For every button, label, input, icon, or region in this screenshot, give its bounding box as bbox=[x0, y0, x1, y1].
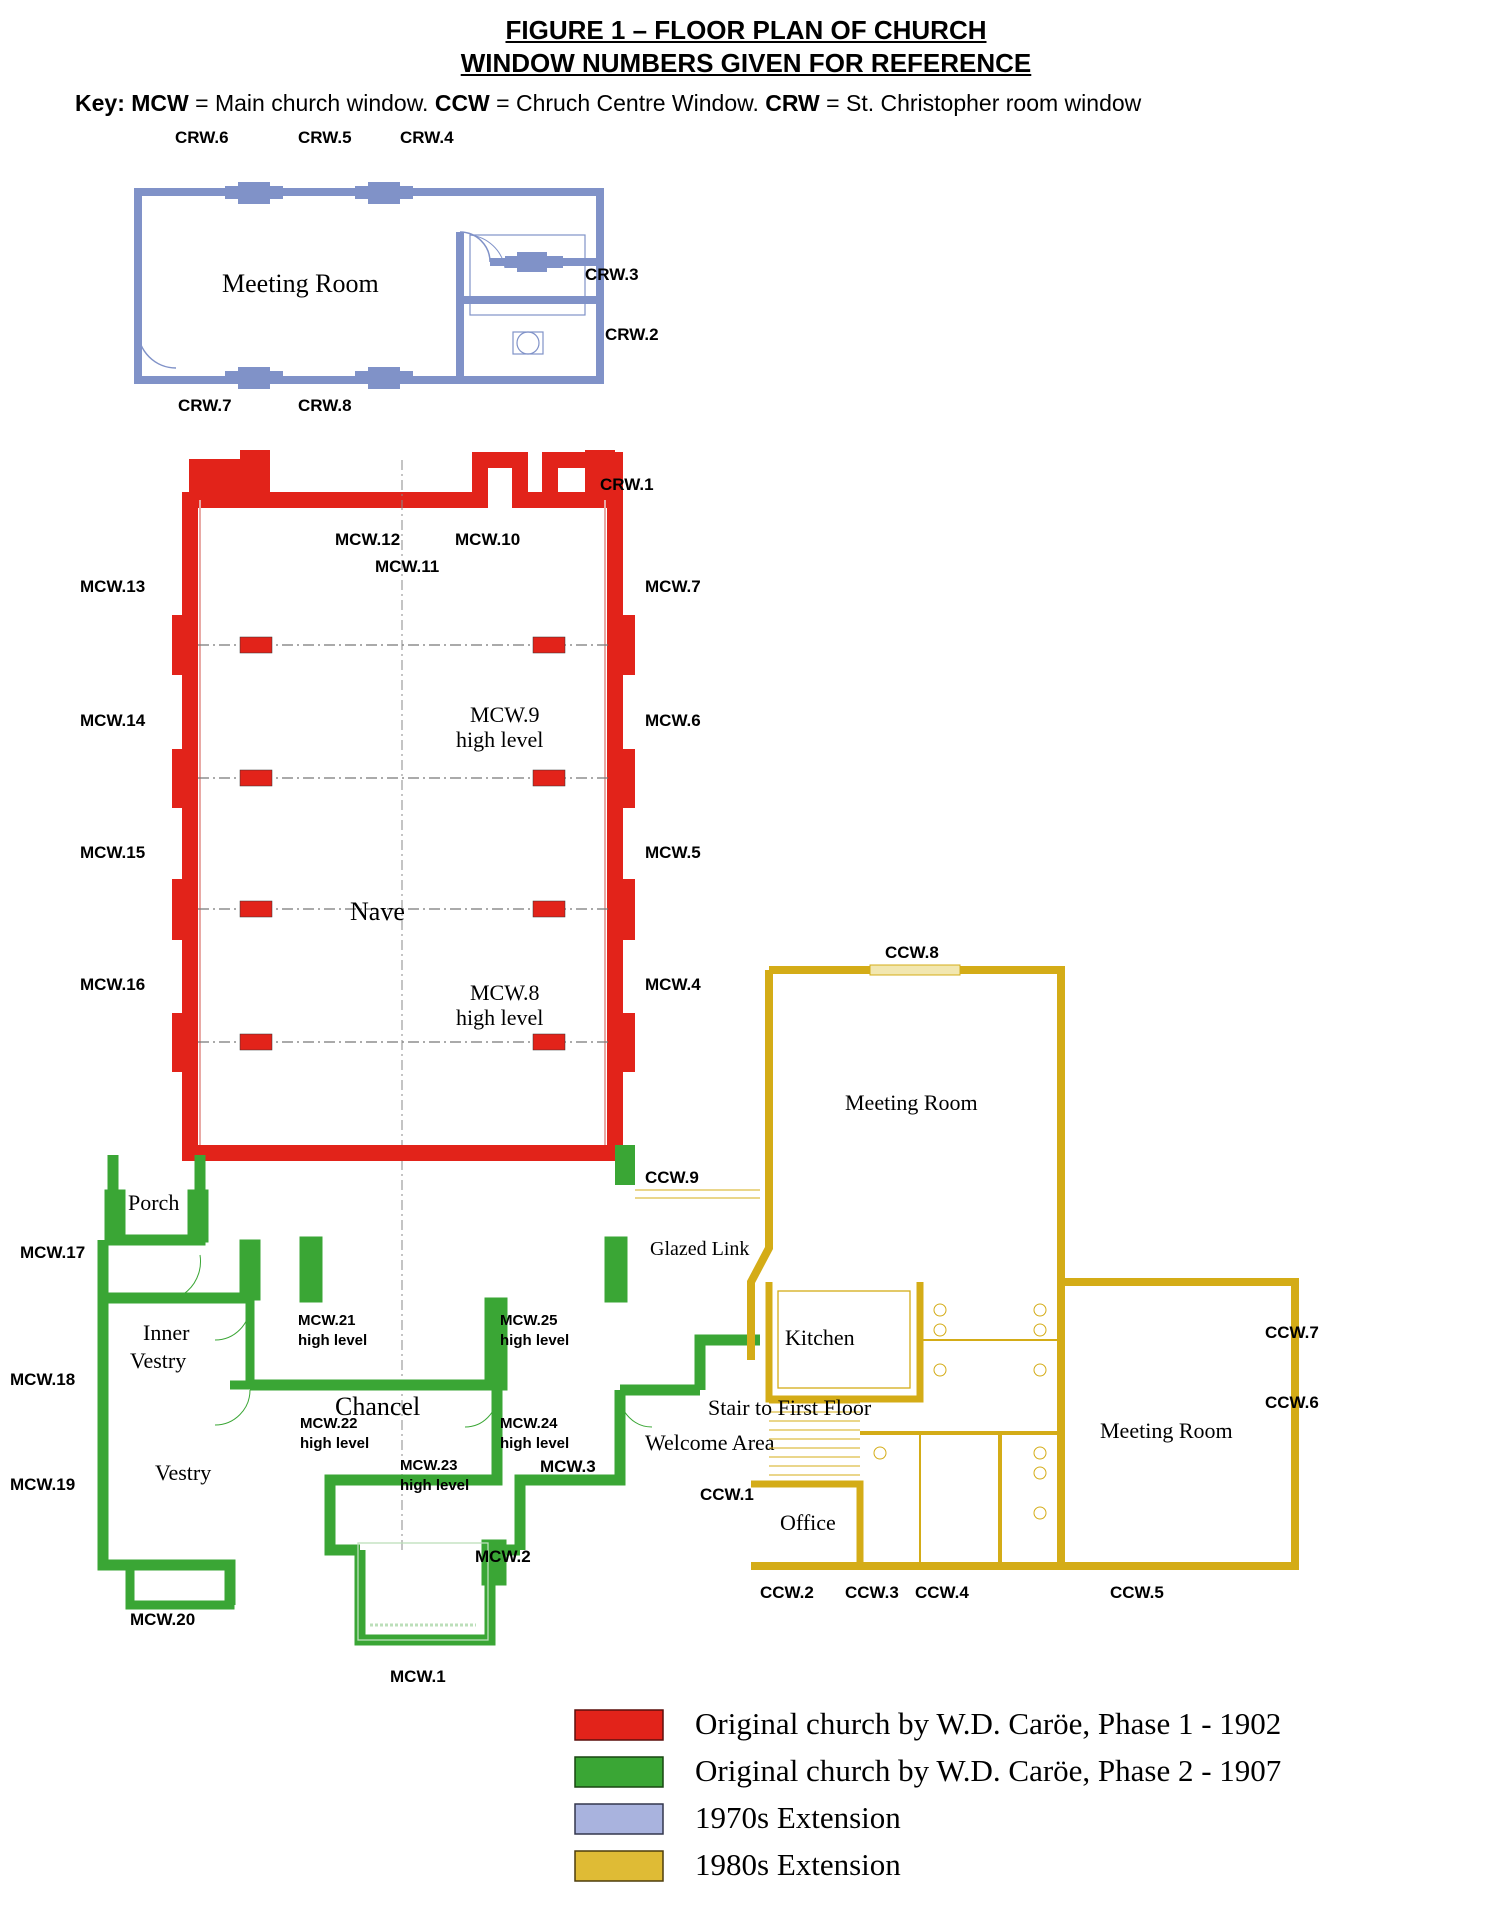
svg-text:Original church by W.D. Caröe,: Original church by W.D. Caröe, Phase 2 -… bbox=[695, 1753, 1281, 1788]
svg-text:Glazed Link: Glazed Link bbox=[650, 1238, 749, 1260]
svg-text:Kitchen: Kitchen bbox=[785, 1325, 855, 1350]
svg-text:CRW.1: CRW.1 bbox=[600, 475, 654, 494]
svg-text:MCW.20: MCW.20 bbox=[130, 1610, 195, 1629]
svg-text:Nave: Nave bbox=[350, 897, 405, 926]
svg-text:MCW.24: MCW.24 bbox=[500, 1415, 558, 1432]
svg-text:CRW.4: CRW.4 bbox=[400, 128, 454, 147]
svg-text:MCW.13: MCW.13 bbox=[80, 577, 145, 596]
svg-text:MCW.8: MCW.8 bbox=[470, 980, 539, 1005]
svg-text:MCW.12: MCW.12 bbox=[335, 530, 400, 549]
svg-text:Meeting Room: Meeting Room bbox=[1100, 1418, 1233, 1443]
svg-text:MCW.1: MCW.1 bbox=[390, 1667, 446, 1686]
svg-text:Meeting Room: Meeting Room bbox=[222, 269, 379, 298]
svg-text:MCW.6: MCW.6 bbox=[645, 711, 701, 730]
svg-text:MCW.4: MCW.4 bbox=[645, 975, 701, 994]
svg-text:high level: high level bbox=[456, 727, 543, 752]
svg-text:high level: high level bbox=[400, 1477, 469, 1494]
svg-text:MCW.23: MCW.23 bbox=[400, 1457, 458, 1474]
svg-text:MCW.10: MCW.10 bbox=[455, 530, 520, 549]
svg-text:MCW.19: MCW.19 bbox=[10, 1475, 75, 1494]
svg-text:Meeting Room: Meeting Room bbox=[845, 1090, 978, 1115]
svg-text:high level: high level bbox=[500, 1435, 569, 1452]
svg-text:Vestry: Vestry bbox=[130, 1348, 186, 1373]
svg-text:MCW.21: MCW.21 bbox=[298, 1312, 356, 1329]
svg-text:CCW.2: CCW.2 bbox=[760, 1583, 814, 1602]
svg-text:CRW.7: CRW.7 bbox=[178, 396, 232, 415]
svg-text:high level: high level bbox=[456, 1005, 543, 1030]
svg-text:CRW.3: CRW.3 bbox=[585, 265, 639, 284]
svg-text:MCW.3: MCW.3 bbox=[540, 1457, 596, 1476]
svg-text:CCW.8: CCW.8 bbox=[885, 943, 939, 962]
svg-text:CCW.1: CCW.1 bbox=[700, 1485, 754, 1504]
svg-text:CCW.5: CCW.5 bbox=[1110, 1583, 1164, 1602]
svg-text:MCW.14: MCW.14 bbox=[80, 711, 146, 730]
svg-text:MCW.15: MCW.15 bbox=[80, 843, 145, 862]
svg-text:MCW.22: MCW.22 bbox=[300, 1415, 358, 1432]
svg-text:CCW.6: CCW.6 bbox=[1265, 1393, 1319, 1412]
svg-text:CRW.2: CRW.2 bbox=[605, 325, 659, 344]
svg-text:MCW.2: MCW.2 bbox=[475, 1547, 531, 1566]
svg-text:CRW.6: CRW.6 bbox=[175, 128, 229, 147]
svg-text:MCW.9: MCW.9 bbox=[470, 702, 539, 727]
svg-text:MCW.17: MCW.17 bbox=[20, 1243, 85, 1262]
svg-text:Office: Office bbox=[780, 1510, 836, 1535]
svg-text:1970s Extension: 1970s Extension bbox=[695, 1800, 901, 1835]
svg-text:high level: high level bbox=[300, 1435, 369, 1452]
svg-text:MCW.11: MCW.11 bbox=[375, 557, 439, 576]
svg-text:CCW.7: CCW.7 bbox=[1265, 1323, 1319, 1342]
svg-text:CCW.9: CCW.9 bbox=[645, 1168, 699, 1187]
svg-text:MCW.18: MCW.18 bbox=[10, 1370, 75, 1389]
svg-text:MCW.25: MCW.25 bbox=[500, 1312, 558, 1329]
svg-text:CCW.3: CCW.3 bbox=[845, 1583, 899, 1602]
svg-text:Stair to First Floor: Stair to First Floor bbox=[708, 1395, 872, 1420]
svg-text:MCW.7: MCW.7 bbox=[645, 577, 701, 596]
svg-text:Vestry: Vestry bbox=[155, 1460, 211, 1485]
svg-text:Welcome Area: Welcome Area bbox=[645, 1430, 775, 1455]
svg-text:CRW.5: CRW.5 bbox=[298, 128, 352, 147]
svg-text:Inner: Inner bbox=[143, 1320, 190, 1345]
svg-text:MCW.5: MCW.5 bbox=[645, 843, 701, 862]
svg-text:1980s Extension: 1980s Extension bbox=[695, 1847, 901, 1882]
svg-text:high level: high level bbox=[500, 1332, 569, 1349]
svg-text:CCW.4: CCW.4 bbox=[915, 1583, 969, 1602]
svg-text:Porch: Porch bbox=[128, 1190, 179, 1215]
svg-text:Original church by W.D. Caröe,: Original church by W.D. Caröe, Phase 1 -… bbox=[695, 1706, 1281, 1741]
svg-text:MCW.16: MCW.16 bbox=[80, 975, 145, 994]
svg-text:CRW.8: CRW.8 bbox=[298, 396, 352, 415]
svg-text:high level: high level bbox=[298, 1332, 367, 1349]
